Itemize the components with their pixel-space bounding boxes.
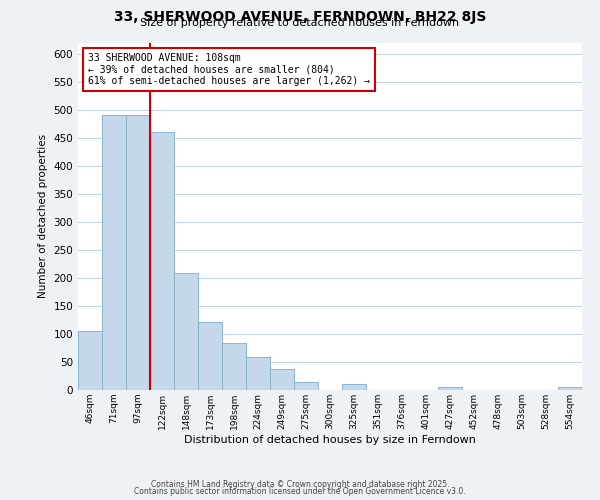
Bar [438,387,462,390]
Bar [558,387,582,390]
Y-axis label: Number of detached properties: Number of detached properties [38,134,48,298]
Bar [222,344,246,390]
Bar [150,132,174,390]
Text: Contains public sector information licensed under the Open Government Licence v3: Contains public sector information licen… [134,487,466,496]
Text: 33 SHERWOOD AVENUE: 108sqm
← 39% of detached houses are smaller (804)
61% of sem: 33 SHERWOOD AVENUE: 108sqm ← 39% of deta… [88,53,370,86]
Text: Size of property relative to detached houses in Ferndown: Size of property relative to detached ho… [140,18,460,28]
X-axis label: Distribution of detached houses by size in Ferndown: Distribution of detached houses by size … [184,434,476,444]
Bar [342,384,366,390]
Bar [126,116,150,390]
Bar [270,370,294,390]
Bar [246,358,270,390]
Bar [102,116,126,390]
Bar [294,382,318,390]
Bar [198,322,222,390]
Bar [78,331,102,390]
Bar [174,274,198,390]
Text: 33, SHERWOOD AVENUE, FERNDOWN, BH22 8JS: 33, SHERWOOD AVENUE, FERNDOWN, BH22 8JS [114,10,486,24]
Text: Contains HM Land Registry data © Crown copyright and database right 2025.: Contains HM Land Registry data © Crown c… [151,480,449,489]
